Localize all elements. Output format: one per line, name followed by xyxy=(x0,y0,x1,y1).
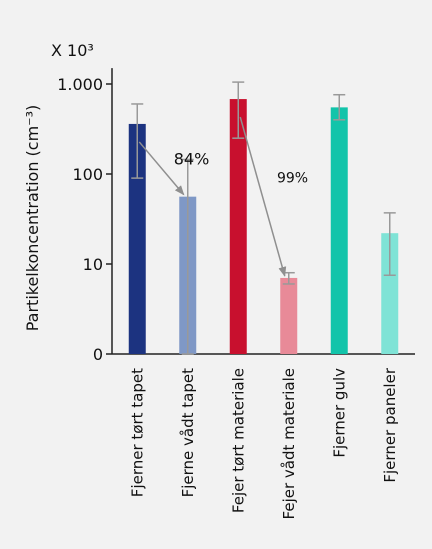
bar xyxy=(381,233,399,354)
bar xyxy=(128,123,146,355)
x-tick-label: Fjerner gulv xyxy=(330,368,348,458)
reduction-label: 84% xyxy=(174,149,210,168)
y-tick-label: 1.000 xyxy=(57,75,103,94)
x-tick-label: Fjerne vådt tapet xyxy=(179,368,197,497)
reduction-label: 99% xyxy=(277,171,308,187)
x-tick-label: Fjerner paneler xyxy=(381,367,399,482)
y-axis-label: Partikelkoncentration (cm⁻³) xyxy=(23,105,42,332)
x-tick-label: Fjerner tørt tapet xyxy=(128,368,146,497)
y-tick-label: 100 xyxy=(72,165,103,184)
bar xyxy=(280,277,298,354)
reduction-arrow xyxy=(239,116,287,277)
bar xyxy=(229,99,247,355)
x-tick-label: Fejer vådt materiale xyxy=(280,368,298,519)
bar xyxy=(330,107,348,354)
y-tick-label: 0 xyxy=(93,345,103,364)
reduction-arrow xyxy=(138,141,185,196)
x-tick-label: Fejer tørt materiale xyxy=(229,368,247,513)
y-scale-label: X 10³ xyxy=(51,41,94,60)
y-tick-label: 10 xyxy=(83,255,103,274)
